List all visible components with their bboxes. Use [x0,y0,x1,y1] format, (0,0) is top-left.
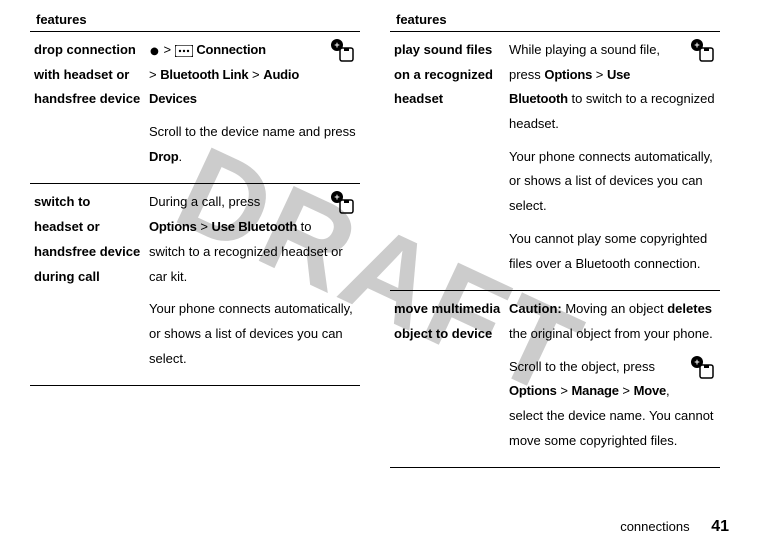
left-column: features drop connection with headset or… [30,8,360,468]
row-label: drop connection with headset or handsfre… [30,32,145,184]
deletes-word: deletes [667,301,712,316]
options-key: Options [544,67,592,82]
body-text: select the device name. You cannot move … [509,408,714,448]
gt: > [197,219,212,234]
bluetooth-badge-icon: + [330,190,356,216]
center-key-icon: ● [149,41,160,61]
gt: > [557,383,572,398]
body-text: You cannot play some copyrighted files o… [509,227,716,276]
svg-text:+: + [334,192,339,202]
svg-text:+: + [694,357,699,367]
options-key: Options [149,219,197,234]
body-text: Scroll to the device name and press [149,124,356,139]
body-text: to [297,219,311,234]
manage-key: Manage [572,383,619,398]
gt: > [164,42,172,57]
caution-label: Caution: [509,301,562,316]
bluetooth-badge-icon: + [690,38,716,64]
body-text: . [179,149,183,164]
gt: > [252,67,260,82]
drop-key: Drop [149,149,179,164]
connection-icon [175,45,193,57]
svg-text:+: + [694,40,699,50]
gt: > [592,67,607,82]
svg-text:+: + [334,40,339,50]
row-label: play sound files on a recognized headset [390,32,505,291]
body-text: Your phone connects automatically, or sh… [509,145,716,219]
left-header: features [30,8,360,32]
menu-bt-link: Bluetooth Link [160,67,248,82]
options-key: Options [509,383,557,398]
right-header: features [390,8,720,32]
row-body: + During a call, press Options > Use Blu… [145,184,360,386]
row-label: switch to headset or handsfree device du… [30,184,145,386]
row-body: + While playing a sound file, press Opti… [505,32,720,291]
page-number: 41 [711,518,729,535]
right-table: features play sound files on a recognize… [390,8,720,468]
menu-connection: Connection [196,42,266,57]
right-column: features play sound files on a recognize… [390,8,720,468]
section-name: connections [620,519,689,534]
body-text: switch to a recognized headset or car ki… [149,244,343,284]
row-body: + ● > Connection > Bluetooth Link > Audi… [145,32,360,184]
row-body: Caution: Moving an object deletes the or… [505,291,720,468]
table-row: switch to headset or handsfree device du… [30,184,360,386]
gt: > [149,67,157,82]
body-text: Your phone connects automatically, or sh… [149,297,356,371]
page-content: features drop connection with headset or… [0,0,759,468]
row-label: move multimedia object to device [390,291,505,468]
bluetooth-badge-icon: + [330,38,356,64]
page-footer: connections 41 [620,518,729,536]
use-bt-key: Use Bluetooth [212,219,298,234]
body-text: the original object from your phone. [509,326,713,341]
table-row: drop connection with headset or handsfre… [30,32,360,184]
move-key: Move [634,383,666,398]
left-table: features drop connection with headset or… [30,8,360,386]
body-text: During a call, press [149,194,260,209]
table-row: move multimedia object to device Caution… [390,291,720,468]
body-text: Scroll to the object, press [509,359,655,374]
body-text: , [666,383,670,398]
gt: > [619,383,634,398]
table-row: play sound files on a recognized headset… [390,32,720,291]
bluetooth-badge-icon: + [690,355,716,381]
body-text: Moving an object [562,301,668,316]
